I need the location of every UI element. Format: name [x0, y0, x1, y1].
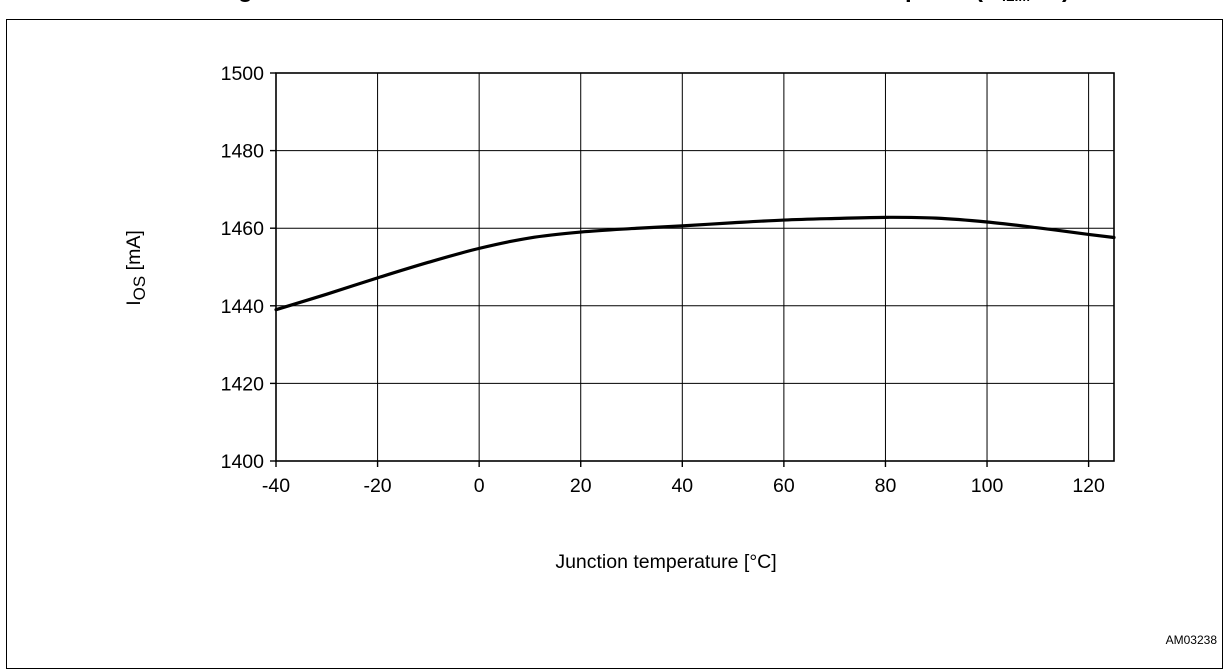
y-axis-label-unit: [mA]: [123, 230, 145, 276]
y-tick-label: 1460: [221, 218, 265, 240]
x-tick-label: -40: [262, 475, 290, 497]
y-axis-label-symbol: I: [123, 300, 145, 305]
x-tick-label: 120: [1072, 475, 1105, 497]
x-tick-label: 100: [971, 475, 1004, 497]
y-tick-label: 1500: [221, 63, 265, 85]
x-tick-label: 0: [474, 475, 485, 497]
series-line: [274, 215, 1116, 312]
y-tick-label: 1480: [221, 141, 265, 163]
x-tick-label: 60: [773, 475, 795, 497]
svg-text:IOS [mA]: IOS [mA]: [123, 230, 149, 306]
y-axis-label-subscript: OS: [130, 276, 149, 301]
x-axis-label: Junction temperature [°C]: [555, 551, 776, 573]
x-tick-label: 40: [671, 475, 693, 497]
chart-grid: [276, 73, 1114, 461]
y-axis-label: IOS [mA]: [123, 230, 149, 306]
y-tick-label: 1420: [221, 373, 265, 395]
x-tick-label: 20: [570, 475, 592, 497]
plot-area-border: [275, 72, 1115, 462]
chart-ticks: -40 -20 0 20 40 60 80 100 120 1400 1420 1440 1460 148…: [221, 63, 1105, 497]
x-tick-label: -20: [363, 475, 391, 497]
y-tick-label: 1440: [221, 296, 265, 318]
figure-frame: [6, 19, 1223, 669]
y-tick-label: 1400: [221, 451, 265, 473]
x-tick-label: 80: [875, 475, 897, 497]
cropped-figure-caption: g p ( ILIM ): [0, 0, 1231, 8]
figure-id: AM03238: [1165, 633, 1217, 647]
